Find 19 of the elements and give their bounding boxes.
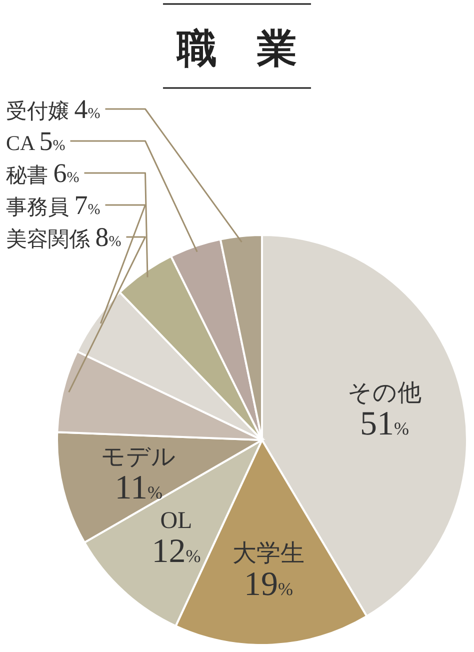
slice-label: 美容関係	[6, 227, 96, 251]
slice-label: 秘書	[6, 163, 54, 187]
slice-label: 大学生	[232, 540, 304, 567]
slice-label: モデル	[101, 444, 176, 471]
data-label: 4%	[74, 94, 100, 124]
slice-label: 事務員	[6, 195, 74, 219]
data-label: 5%	[39, 126, 66, 156]
data-label: 19%	[244, 566, 293, 603]
slice-label: 受付嬢	[6, 99, 74, 123]
slice-label: CA	[6, 131, 40, 155]
data-label: 6%	[53, 158, 80, 188]
chart-title: 職 業	[176, 27, 297, 71]
data-label: 11%	[114, 470, 162, 507]
data-label: 12%	[152, 532, 201, 570]
slice-label: OL	[160, 508, 192, 534]
data-label: 51%	[360, 405, 410, 442]
slice-label: その他	[348, 380, 422, 406]
data-label: 8%	[95, 222, 122, 252]
data-label: 7%	[74, 190, 100, 220]
